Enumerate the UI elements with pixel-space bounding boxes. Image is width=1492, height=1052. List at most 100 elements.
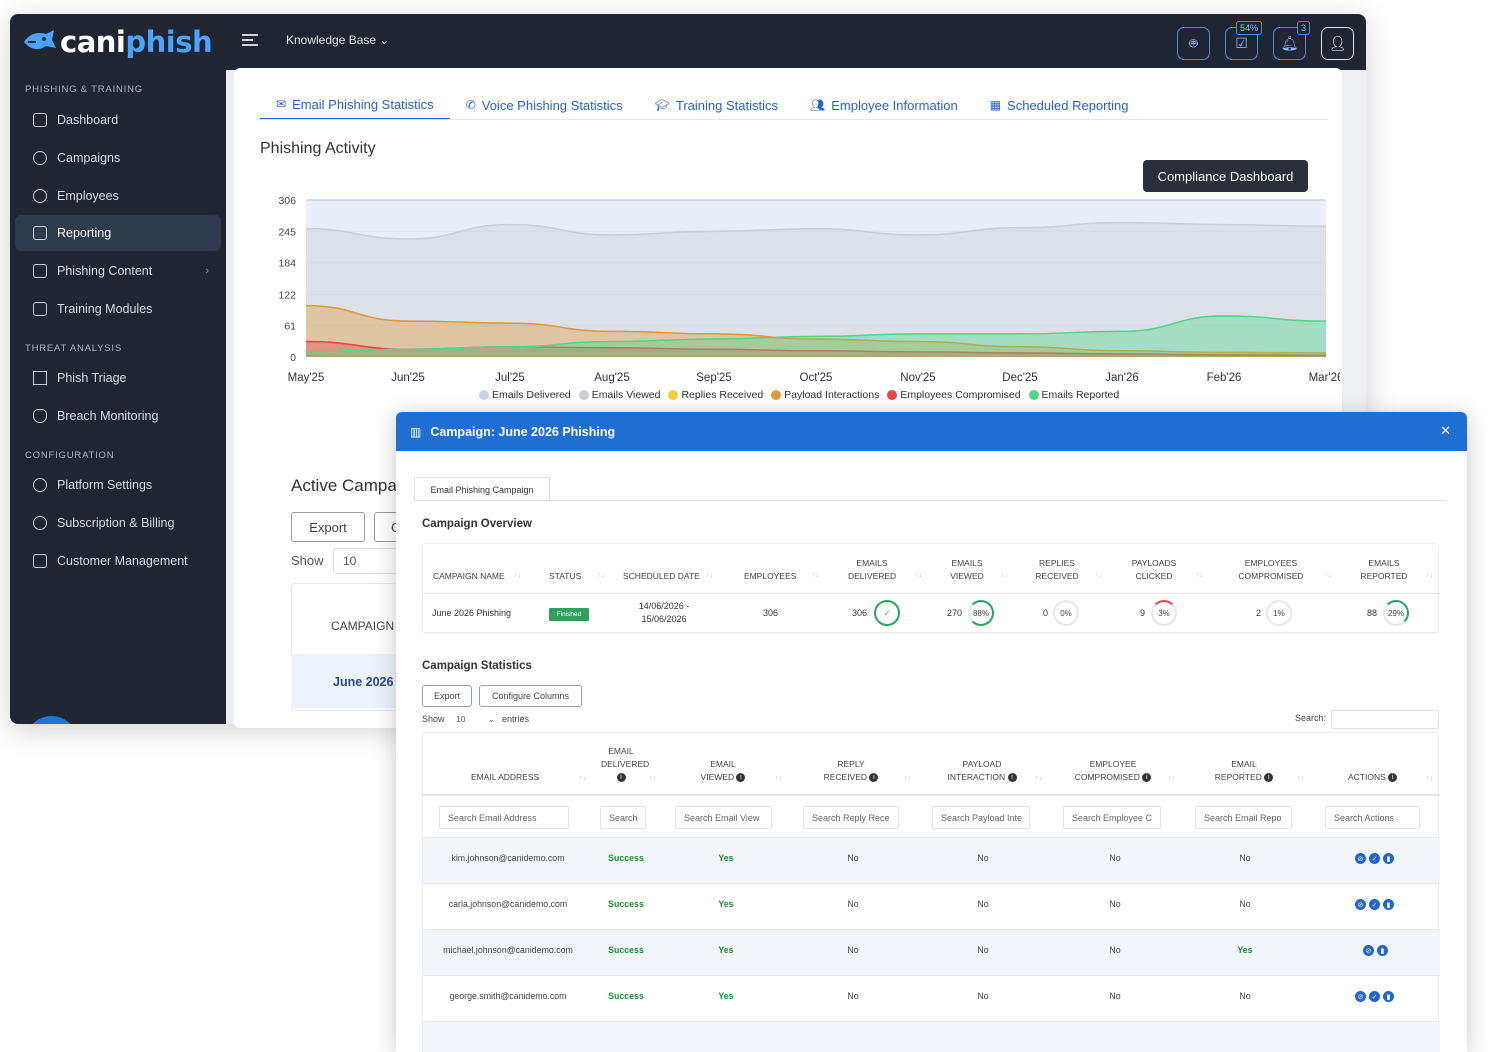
bell-icon[interactable]: 🔔︎ 3 <box>1273 21 1310 60</box>
sort-icon[interactable]: ↑↓ <box>1035 775 1042 782</box>
block-icon[interactable]: ⊘ <box>1355 899 1366 910</box>
legend-item[interactable]: Replies Received <box>668 389 763 401</box>
table-row[interactable] <box>423 1021 1440 1052</box>
overview-header-emails-reported[interactable]: EMAILS REPORTED <box>1360 558 1408 581</box>
sort-icon[interactable]: ↑↓ <box>649 775 656 782</box>
table-row[interactable]: carla.johnson@canidemo.com Success Yes N… <box>423 883 1440 929</box>
export-button[interactable]: Export <box>291 512 365 542</box>
check-icon[interactable]: ✓ <box>1369 899 1380 910</box>
legend-item[interactable]: Emails Reported <box>1028 389 1119 401</box>
page-length-select[interactable]: 10 <box>333 548 403 574</box>
filter-email-viewed[interactable]: Search Email View <box>675 806 772 829</box>
tab-training-statistics[interactable]: 🎓︎ Training Statistics <box>654 97 778 113</box>
filter-employee-compromised[interactable]: Search Employee C <box>1063 806 1161 829</box>
header-email-reported[interactable]: EMAIL REPORTED i <box>1213 758 1275 784</box>
sidebar-item-employees[interactable]: Employees <box>15 178 221 214</box>
table-row[interactable]: michael.johnson@canidemo.com Success Yes… <box>423 929 1440 975</box>
overview-header-emails-delivered[interactable]: EMAILS DELIVERED <box>848 558 897 581</box>
sort-icon[interactable]: ↑↓ <box>706 572 713 579</box>
logo[interactable]: caniphish <box>22 24 213 60</box>
campaign-name-cell[interactable]: June 2026 <box>333 675 394 689</box>
sort-icon[interactable]: ↑↓ <box>915 572 922 579</box>
header-email-address[interactable]: EMAIL ADDRESS <box>471 772 540 782</box>
sort-icon[interactable]: ↑↓ <box>1095 572 1102 579</box>
sort-icon[interactable]: ↑↓ <box>1426 775 1433 782</box>
filter-email-delivered[interactable]: Search <box>600 806 646 829</box>
sidebar-item-dashboard[interactable]: Dashboard <box>15 102 221 138</box>
close-icon[interactable]: ✕ <box>1440 423 1451 438</box>
block-icon[interactable]: ⊘ <box>1355 853 1366 864</box>
overview-header-employees[interactable]: EMPLOYEES <box>744 571 797 581</box>
overview-header-emails-viewed[interactable]: EMAILS VIEWED <box>950 558 984 581</box>
sidebar-item-campaigns[interactable]: Campaigns <box>15 140 221 176</box>
sidebar-item-subscription-billing[interactable]: Subscription & Billing <box>15 505 221 541</box>
sort-icon[interactable]: ↑↓ <box>598 572 605 579</box>
configure-columns-button[interactable]: Configure Columns <box>479 685 582 707</box>
search-input[interactable] <box>1331 710 1439 729</box>
filter-payload-interaction[interactable]: Search Payload Inte <box>932 806 1030 829</box>
sort-icon[interactable]: ↑↓ <box>1001 572 1008 579</box>
sort-icon[interactable]: ↑↓ <box>1325 572 1332 579</box>
legend-item[interactable]: Payload Interactions <box>771 389 879 401</box>
entries-select[interactable]: 10 ⌄ <box>456 714 495 724</box>
sort-icon[interactable]: ↑↓ <box>579 775 586 782</box>
legend-item[interactable]: Employees Compromised <box>887 389 1021 401</box>
header-payload-interaction[interactable]: PAYLOAD INTERACTION i <box>943 758 1021 784</box>
check-icon[interactable]: ✓ <box>1369 991 1380 1002</box>
table-row[interactable]: george.smith@canidemo.com Success Yes No… <box>423 975 1440 1021</box>
tab-employee-information[interactable]: 👥︎ Employee Information <box>810 97 958 113</box>
sort-icon[interactable]: ↑↓ <box>904 775 911 782</box>
filter-actions[interactable]: Search Actions <box>1325 806 1420 829</box>
block-icon[interactable]: ⊘ <box>1363 945 1374 956</box>
sidebar-item-reporting[interactable]: Reporting <box>15 215 221 251</box>
sidebar-item-training-modules[interactable]: Training Modules <box>15 291 221 327</box>
sort-icon[interactable]: ↑↓ <box>1426 572 1433 579</box>
legend-item[interactable]: Emails Viewed <box>578 389 660 401</box>
overview-header-campaign-name[interactable]: CAMPAIGN NAME <box>433 571 505 581</box>
header-reply-received[interactable]: REPLY RECEIVED i <box>823 758 879 784</box>
user-icon[interactable]: 👤︎ <box>1321 27 1354 60</box>
trash-icon[interactable]: ▮ <box>1383 991 1394 1002</box>
sidebar-item-phish-triage[interactable]: Phish Triage <box>15 360 221 396</box>
sidebar-item-phishing-content[interactable]: Phishing Content › <box>15 253 221 289</box>
chat-icon[interactable]: 💬︎ <box>25 716 78 724</box>
sort-icon[interactable]: ↑↓ <box>1168 775 1175 782</box>
header-email-delivered[interactable]: EMAIL DELIVERED i <box>601 746 650 783</box>
sort-icon[interactable]: ↑↓ <box>514 572 521 579</box>
tab-voice-phishing-statistics[interactable]: ✆ Voice Phishing Statistics <box>465 97 623 113</box>
sort-icon[interactable]: ↑↓ <box>812 572 819 579</box>
tasks-icon[interactable]: ☑ 54% <box>1225 21 1262 60</box>
menu-toggle-icon[interactable] <box>242 34 258 48</box>
sort-icon[interactable]: ↑↓ <box>1297 775 1304 782</box>
legend-item[interactable]: Emails Delivered <box>479 389 571 401</box>
overview-header-scheduled-date[interactable]: SCHEDULED DATE <box>623 571 700 581</box>
sort-icon[interactable]: ↑↓ <box>775 775 782 782</box>
filter-email-address[interactable]: Search Email Address <box>439 806 569 829</box>
sort-icon[interactable]: ↑↓ <box>1196 572 1203 579</box>
campaign-column-header[interactable]: CAMPAIGN <box>331 619 395 633</box>
robot-icon[interactable]: 🤖︎ <box>1177 27 1210 60</box>
knowledge-base-dropdown[interactable]: Knowledge Base ⌄ <box>286 33 390 47</box>
header-email-viewed[interactable]: EMAIL VIEWED i <box>698 758 748 784</box>
table-row[interactable]: kim.johnson@canidemo.com Success Yes No … <box>423 837 1440 883</box>
overview-header-payloads-clicked[interactable]: PAYLOADS CLICKED <box>1131 558 1177 581</box>
tab-email-phishing-statistics[interactable]: ✉ Email Phishing Statistics <box>260 90 450 120</box>
filter-reply-received[interactable]: Search Reply Rece <box>803 806 899 829</box>
tab-scheduled-reporting[interactable]: ▦ Scheduled Reporting <box>989 97 1129 113</box>
sidebar-item-platform-settings[interactable]: Platform Settings <box>15 467 221 503</box>
table-row[interactable] <box>291 654 411 708</box>
overview-header-replies-received[interactable]: REPLIES RECEIVED <box>1035 558 1079 581</box>
filter-email-reported[interactable]: Search Email Repo <box>1195 806 1292 829</box>
trash-icon[interactable]: ▮ <box>1383 899 1394 910</box>
check-icon[interactable]: ✓ <box>1369 853 1380 864</box>
export-button[interactable]: Export <box>422 685 472 707</box>
header-actions[interactable]: ACTIONS i <box>1348 771 1398 784</box>
overview-header-status[interactable]: STATUS <box>549 571 582 581</box>
trash-icon[interactable]: ▮ <box>1377 945 1388 956</box>
overview-header-employees-compromised[interactable]: EMPLOYEES COMPROMISED <box>1238 558 1304 581</box>
sidebar-item-breach-monitoring[interactable]: Breach Monitoring <box>15 398 221 434</box>
compliance-dashboard-button[interactable]: Compliance Dashboard <box>1143 160 1308 192</box>
sidebar-item-customer-management[interactable]: Customer Management <box>15 543 221 579</box>
block-icon[interactable]: ⊘ <box>1355 991 1366 1002</box>
header-employee-compromised[interactable]: EMPLOYEE COMPROMISED i <box>1073 758 1153 784</box>
